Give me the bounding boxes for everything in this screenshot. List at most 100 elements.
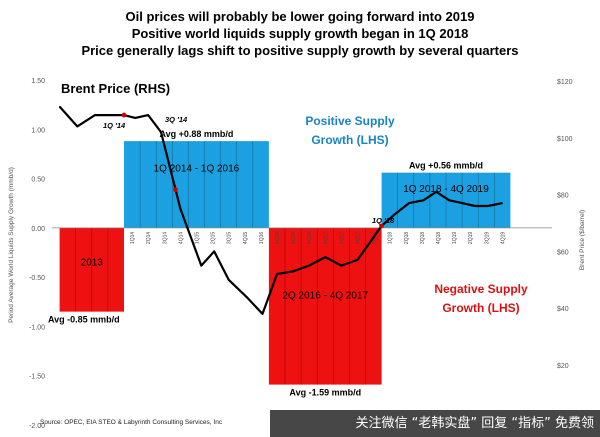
y-tick-label: -1.50 <box>29 374 45 381</box>
brent-price-point <box>200 265 202 267</box>
brent-series-label: Brent Price (RHS) <box>61 81 170 96</box>
negative-label-line-2: Growth (LHS) <box>442 301 519 315</box>
brent-price-point <box>487 205 489 207</box>
brent-price-point <box>213 250 215 252</box>
title-line-2: Positive world liquids supply growth beg… <box>132 26 469 41</box>
brent-price-point <box>435 191 437 193</box>
y-axis-title: Period Average World Liquids Supply Grow… <box>8 167 15 323</box>
brent-price-point <box>228 279 230 281</box>
positive-label-line-1: Positive Supply <box>305 114 395 128</box>
negative-label-line-1: Negative Supply <box>434 282 528 296</box>
brent-price-point <box>179 208 181 210</box>
bar-average-label-0: Avg -0.85 mmb/d <box>48 315 120 325</box>
x-tick-label: 4Q15 <box>243 232 249 244</box>
x-tick-label: 4Q19 <box>500 232 506 244</box>
brent-price-point <box>160 131 162 133</box>
supply-growth-bar-1 <box>124 141 269 228</box>
brent-price-point <box>59 105 61 108</box>
y2-axis-title: Brent Price ($/barrel) <box>579 210 586 270</box>
bars-layer: 2013 Avg -0.85 mmb/d 1Q 2014 - 1Q 2016 Avg … <box>48 129 511 398</box>
bar-period-label-3: 1Q 2018 - 4Q 2019 <box>403 184 489 195</box>
y-tick-label: -0.50 <box>29 275 45 282</box>
y2-tick-label: $40 <box>557 306 569 313</box>
brent-price-point <box>474 205 476 207</box>
x-tick-label: 2Q19 <box>468 232 474 244</box>
x-tick-label: 3Q14 <box>162 232 168 244</box>
x-tick-label: 1Q16 <box>259 232 265 244</box>
marker-label-1q18: 1Q '18 <box>372 216 395 225</box>
y-tick-label: 1.00 <box>31 127 45 134</box>
bar-average-label-3: Avg +0.56 mmb/d <box>409 161 483 171</box>
brent-price-point <box>245 296 247 298</box>
brent-price-point <box>372 236 375 238</box>
x-tick-label: 2Q14 <box>146 232 152 244</box>
x-tick-label: 4Q18 <box>436 232 442 244</box>
x-tick-label: 1Q15 <box>194 232 200 244</box>
y-tick-label: -2.00 <box>29 423 45 430</box>
supply-growth-bar-3 <box>381 172 511 228</box>
brent-price-point <box>134 117 136 119</box>
marker-label-3q14: 3Q '14 <box>165 115 188 124</box>
x-tick-label: 3Q15 <box>227 232 233 244</box>
x-tick-label: 1Q14 <box>130 232 136 244</box>
bar-average-label-1: Avg +0.88 mmb/d <box>159 129 233 139</box>
watermark-banner: 关注微信 “老韩实盘” 回复 “指标” 免费领 <box>270 410 600 437</box>
x-tick-label: 2Q17 <box>339 232 345 244</box>
y-tick-label: -1.00 <box>29 324 45 331</box>
supply-growth-bar-0 <box>59 227 124 312</box>
axes-layer: 1.50 1.00 0.50 0.00 -0.50 -1.00 -1.50 -2.00 $120… <box>29 78 573 430</box>
brent-price-point <box>94 114 96 116</box>
y-tick-label: 0.00 <box>31 226 45 233</box>
y2-tick-label: $80 <box>557 193 569 200</box>
title-line-3: Price generally lags shift to positive s… <box>81 43 518 58</box>
marker-1q18 <box>379 223 384 229</box>
x-tick-label: 2Q16 <box>275 232 281 244</box>
x-tick-label: 2Q18 <box>404 232 410 244</box>
marker-3q14 <box>173 187 178 193</box>
x-tick-label: 3Q19 <box>484 232 490 244</box>
bar-period-label-1: 1Q 2014 - 1Q 2016 <box>154 163 240 174</box>
brent-price-point <box>461 202 463 204</box>
brent-price-line <box>58 105 503 315</box>
x-tick-label: 1Q18 <box>388 232 394 244</box>
brent-price-point <box>393 213 396 216</box>
brent-price-point <box>356 259 359 261</box>
x-tick-label: 1Q17 <box>323 232 329 244</box>
x-tick-label: 4Q16 <box>307 232 313 244</box>
y-tick-label: 1.50 <box>31 78 45 85</box>
marker-1q14 <box>121 112 127 118</box>
x-tick-label: 2Q15 <box>211 232 217 244</box>
brent-price-point <box>261 313 264 315</box>
x-tick-label: 3Q17 <box>355 232 361 244</box>
brent-price-point <box>292 270 294 272</box>
y2-tick-label: $20 <box>557 363 569 370</box>
title-line-1: Oil prices will probably be lower going … <box>126 9 475 24</box>
x-tick-label: 4Q17 <box>372 232 378 244</box>
brent-price-point <box>76 125 78 128</box>
x-tick-label: 3Q16 <box>291 232 297 244</box>
positive-label-line-2: Growth (LHS) <box>311 133 388 147</box>
brent-price-point <box>501 202 503 204</box>
x-tick-label: 4Q14 <box>178 232 184 244</box>
y-tick-label: 0.50 <box>31 177 45 184</box>
x-tick-label: 1Q19 <box>452 232 458 244</box>
line-layer <box>58 105 503 315</box>
brent-price-point <box>308 265 310 267</box>
y2-tick-label: $100 <box>557 136 573 143</box>
brent-price-point <box>408 202 410 204</box>
brent-price-point <box>448 199 450 201</box>
y2-tick-label: $60 <box>557 249 569 256</box>
x-tick-label: 3Q18 <box>420 232 426 244</box>
brent-price-point <box>324 256 326 258</box>
brent-price-point <box>147 114 149 116</box>
bar-period-label-0: 2013 <box>81 258 104 269</box>
brent-price-point <box>422 199 425 201</box>
brent-price-point <box>276 273 278 275</box>
brent-price-point <box>340 265 342 267</box>
bar-period-label-2: 2Q 2016 - 4Q 2017 <box>282 290 368 301</box>
marker-label-1q14: 1Q '14 <box>103 121 126 130</box>
source-note: Source: OPEC, EIA STEO & Labyrinth Consu… <box>40 419 223 426</box>
y2-tick-label: $120 <box>557 79 573 86</box>
bar-average-label-2: Avg -1.59 mmb/d <box>289 388 361 398</box>
